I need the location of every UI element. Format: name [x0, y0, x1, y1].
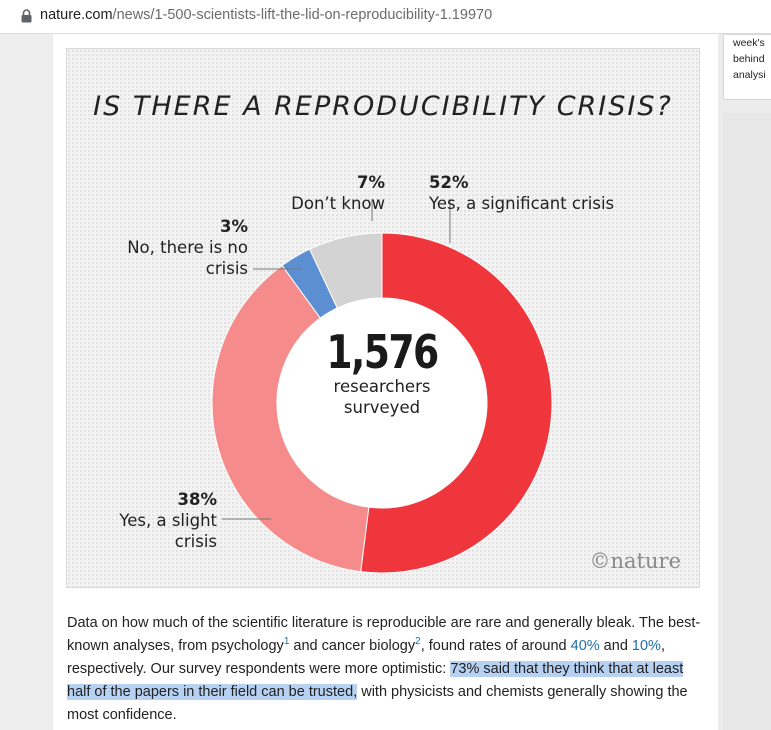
center-caption-line1: researchers [333, 377, 431, 396]
link-40-percent[interactable]: 40% [570, 638, 600, 654]
sidebar-teaser[interactable]: week's behind analysi [723, 34, 771, 100]
sidebar-line-2: behind [733, 53, 765, 65]
label-no-crisis: 3% No, there is no crisis [107, 216, 248, 279]
center-number: 1,576 [326, 325, 439, 379]
pct-dont-know: 7% [356, 173, 385, 192]
ref-2-link[interactable]: 2 [415, 636, 421, 648]
text-significant: Yes, a significant crisis [429, 194, 615, 213]
chart-title: IS THERE A REPRODUCIBILITY CRISIS? [93, 91, 673, 122]
pct-slight: 38% [177, 490, 218, 509]
para-text-5: , respectively. Our survey respondents w… [67, 638, 665, 677]
url-text[interactable]: nature.com/news/1-500-scientists-lift-th… [40, 7, 493, 23]
center-caption-line2: surveyed [343, 398, 421, 417]
article-page: IS THERE A REPRODUCIBILITY CRISIS? 52% Y… [53, 34, 718, 730]
text-slight-1: Yes, a slight [119, 511, 217, 530]
sidebar-line-3: analysi [733, 69, 766, 81]
article-paragraph: Data on how much of the scientific liter… [67, 612, 707, 727]
right-margin [723, 113, 771, 730]
label-slight: 38% Yes, a slight crisis [97, 489, 217, 552]
label-significant: 52% Yes, a significant crisis [429, 172, 614, 214]
text-no-crisis-1: No, there is no [127, 238, 248, 257]
para-text-6: with physicists and chemists generally s… [67, 684, 688, 723]
lock-icon [21, 9, 32, 23]
para-text-3: , found rates of around [420, 638, 571, 654]
donut-hole [277, 298, 487, 508]
text-slight-2: crisis [174, 532, 217, 551]
text-no-crisis-2: crisis [205, 259, 248, 278]
survey-figure: IS THERE A REPRODUCIBILITY CRISIS? 52% Y… [66, 48, 700, 588]
link-10-percent[interactable]: 10% [631, 638, 661, 654]
label-dont-know: 7% Don’t know [289, 172, 385, 214]
nature-credit: ©nature [589, 549, 681, 573]
ref-1-link[interactable]: 1 [283, 636, 290, 648]
center-caption: researchers surveyed [282, 376, 482, 418]
para-text-1: Data on how much of the scientific liter… [67, 615, 701, 654]
sidebar-line-1: week's [733, 37, 765, 49]
para-text-4: and [599, 638, 632, 654]
para-text-2: and cancer biology [289, 638, 416, 654]
text-dont-know: Don’t know [291, 194, 385, 213]
pct-no-crisis: 3% [219, 217, 248, 236]
address-bar[interactable]: nature.com/news/1-500-scientists-lift-th… [0, 0, 771, 34]
donut-chart [211, 199, 553, 574]
pct-significant: 52% [429, 173, 469, 192]
left-margin [0, 34, 53, 730]
